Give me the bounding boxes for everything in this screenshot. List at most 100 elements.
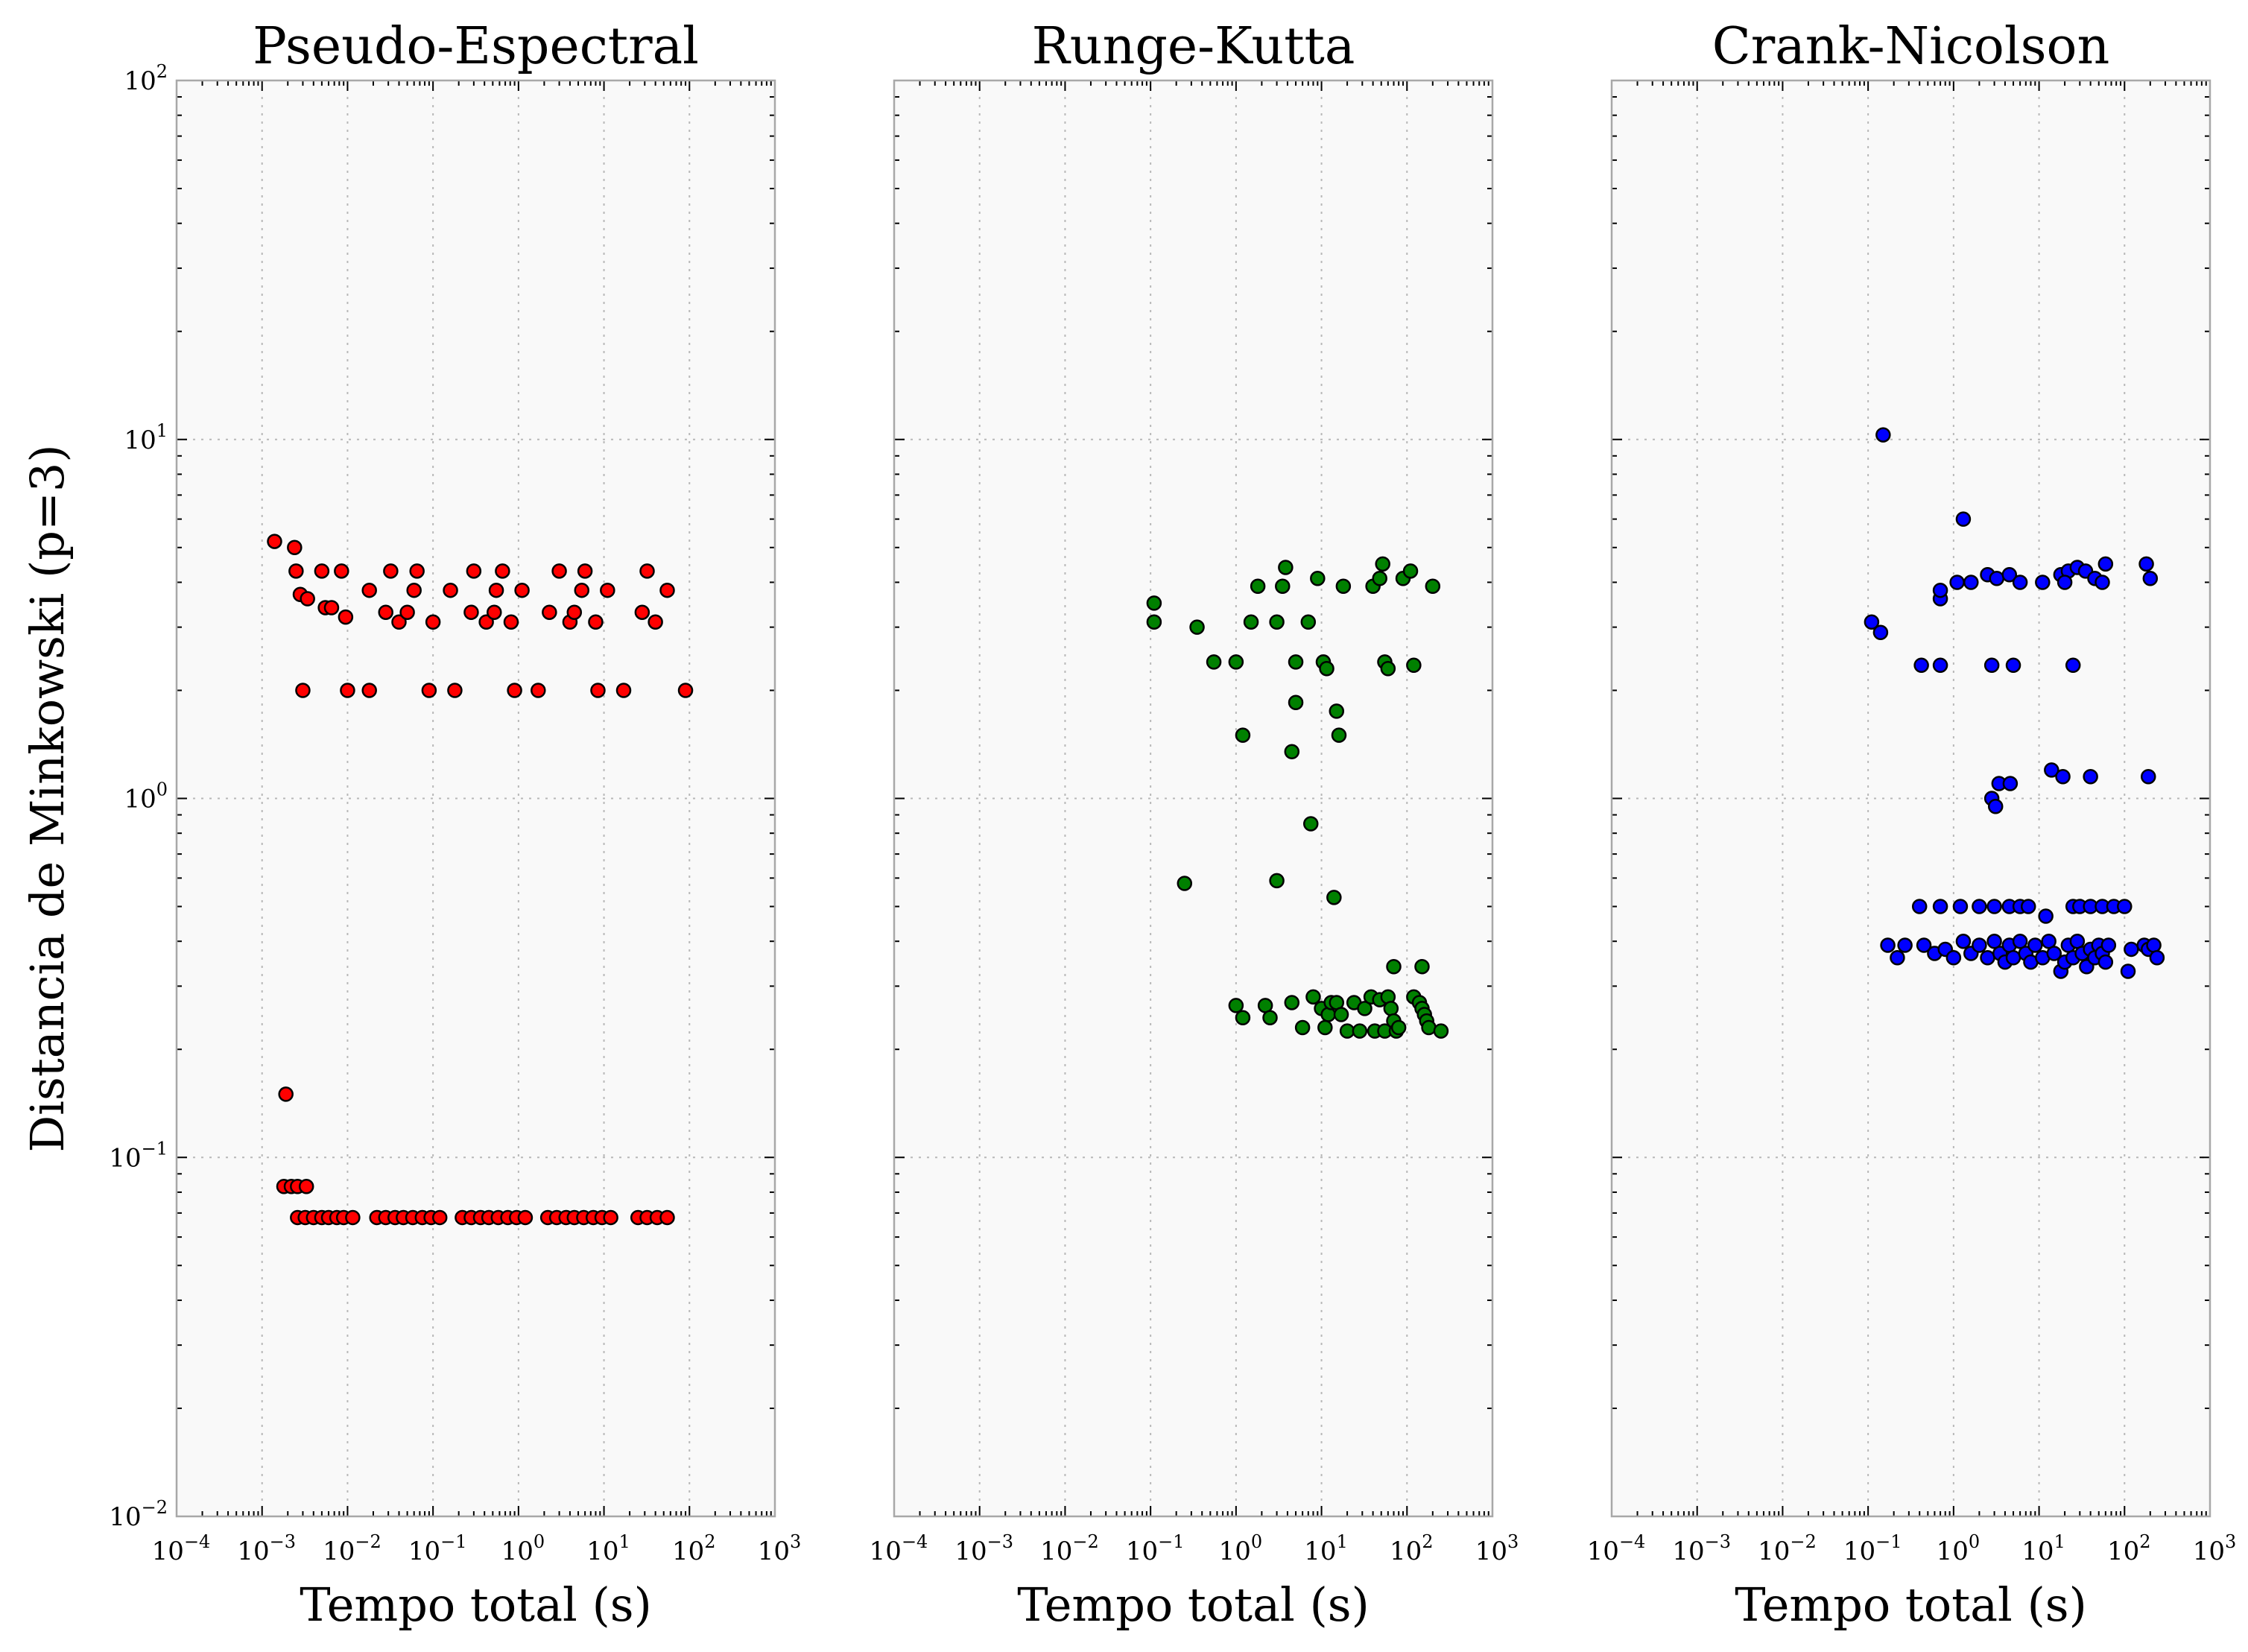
scatter-series bbox=[1864, 427, 2165, 979]
scatter-point bbox=[1235, 1010, 1251, 1026]
x-tick-label: 102 bbox=[672, 1531, 716, 1566]
panel-1: 10−4 10−3 10−2 10−1 100 101 102 103 10−2 10−1 100 1… bbox=[20, 17, 801, 1632]
scatter-point bbox=[409, 563, 425, 579]
scatter-point bbox=[1228, 654, 1244, 670]
scatter-point bbox=[1932, 899, 1948, 914]
scatter-point bbox=[1243, 614, 1259, 630]
scatter-point bbox=[295, 683, 311, 698]
scatter-point bbox=[2097, 556, 2114, 572]
x-tick-label: 10−1 bbox=[1843, 1531, 1902, 1566]
scatter-point bbox=[1375, 556, 1390, 572]
scatter-point bbox=[487, 604, 502, 620]
x-tick-label: 103 bbox=[1475, 1531, 1519, 1566]
y-tick-label: 10−1 bbox=[109, 1138, 168, 1173]
scatter-point bbox=[383, 563, 399, 579]
scatter-point bbox=[488, 582, 504, 598]
x-tick-label: 103 bbox=[758, 1531, 802, 1566]
scatter-point bbox=[1913, 657, 1929, 673]
scatter-point bbox=[2124, 941, 2139, 958]
scatter-point bbox=[1932, 582, 1948, 598]
scatter-point bbox=[1916, 937, 1932, 953]
scatter-point bbox=[531, 683, 546, 698]
scatter-point bbox=[1406, 657, 1422, 673]
scatter-point bbox=[2117, 899, 2133, 914]
plot-frame bbox=[893, 79, 1494, 1518]
scatter-point bbox=[1284, 995, 1300, 1010]
scatter-point bbox=[1294, 1019, 1311, 1036]
scatter-point bbox=[298, 1178, 314, 1194]
scatter-point bbox=[1986, 933, 2002, 949]
scatter-point bbox=[1177, 876, 1193, 891]
scatter-point bbox=[2142, 571, 2159, 586]
x-tick-label: 103 bbox=[2193, 1531, 2237, 1566]
scatter-point bbox=[503, 614, 519, 630]
scatter-point bbox=[566, 604, 583, 620]
x-tick-label: 102 bbox=[2107, 1531, 2151, 1566]
scatter-point bbox=[431, 1209, 448, 1226]
x-tick-label: 10−3 bbox=[1672, 1531, 1731, 1566]
scatter-point bbox=[1331, 727, 1347, 743]
scatter-point bbox=[1288, 694, 1304, 711]
scatter-point bbox=[361, 683, 377, 698]
scatter-point bbox=[1952, 899, 1969, 914]
scatter-series bbox=[1146, 556, 1449, 1039]
x-tick-label: 10−4 bbox=[870, 1531, 928, 1566]
scatter-point bbox=[1326, 890, 1342, 905]
scatter-point bbox=[267, 534, 282, 549]
x-tick-label: 10−1 bbox=[408, 1531, 467, 1566]
scatter-point bbox=[466, 563, 482, 579]
x-tick-label: 10−4 bbox=[152, 1531, 211, 1566]
scatter-point bbox=[1383, 1001, 1399, 1016]
x-tick-label: 100 bbox=[501, 1531, 545, 1566]
panel-2: 10−4 10−3 10−2 10−1 100 101 102 103 Runge-Kutta T… bbox=[870, 17, 1519, 1632]
x-tick-label: 100 bbox=[1219, 1531, 1263, 1566]
scatter-point bbox=[2012, 575, 2028, 590]
scatter-point bbox=[1302, 816, 1319, 832]
scatter-point bbox=[1352, 1023, 1368, 1039]
scatter-point bbox=[1380, 660, 1396, 677]
x-tick-label: 10−2 bbox=[1758, 1531, 1817, 1566]
scatter-point bbox=[478, 614, 494, 630]
scatter-point bbox=[1890, 950, 1905, 966]
scatter-point bbox=[1317, 1019, 1333, 1036]
scatter-point bbox=[590, 683, 606, 698]
scatter-point bbox=[447, 683, 463, 698]
scatter-point bbox=[1986, 899, 2002, 914]
scatter-point bbox=[1945, 950, 1962, 966]
scatter-point bbox=[659, 1209, 675, 1226]
scatter-point bbox=[603, 1209, 618, 1226]
x-tick-label: 10−3 bbox=[237, 1531, 296, 1566]
scatter-point bbox=[1228, 998, 1244, 1013]
scatter-point bbox=[1310, 571, 1326, 586]
scatter-point bbox=[1189, 619, 1205, 635]
scatter-point bbox=[1955, 511, 1972, 527]
scatter-point bbox=[1932, 657, 1948, 673]
scatter-point bbox=[542, 604, 557, 620]
scatter-point bbox=[1390, 1019, 1407, 1036]
x-tick-label: 10−3 bbox=[954, 1531, 1013, 1566]
scatter-point bbox=[2035, 575, 2051, 590]
scatter-point bbox=[1864, 614, 1880, 630]
plot-frame bbox=[175, 79, 776, 1518]
scatter-point bbox=[1911, 899, 1928, 914]
x-axis-label: Tempo total (s) bbox=[300, 1577, 652, 1632]
scatter-point bbox=[334, 563, 349, 579]
scatter-point bbox=[1949, 575, 1965, 590]
scatter-point bbox=[2046, 946, 2062, 961]
y-tick-label: 101 bbox=[124, 420, 168, 455]
scatter-point bbox=[1275, 578, 1291, 595]
scatter-point bbox=[2149, 950, 2165, 966]
scatter-point bbox=[338, 609, 354, 625]
scatter-point bbox=[300, 591, 315, 607]
scatter-point bbox=[1433, 1023, 1449, 1039]
scatter-series bbox=[267, 534, 694, 1226]
scatter-point bbox=[1235, 727, 1251, 743]
scatter-point bbox=[399, 604, 415, 620]
y-tick-label: 102 bbox=[124, 61, 168, 96]
scatter-point bbox=[2057, 575, 2073, 590]
scatter-point bbox=[574, 582, 590, 598]
panel-3: 10−4 10−3 10−2 10−1 100 101 102 103 Crank-Nicols… bbox=[1587, 17, 2237, 1632]
scatter-point bbox=[391, 614, 407, 630]
scatter-point bbox=[406, 582, 422, 598]
